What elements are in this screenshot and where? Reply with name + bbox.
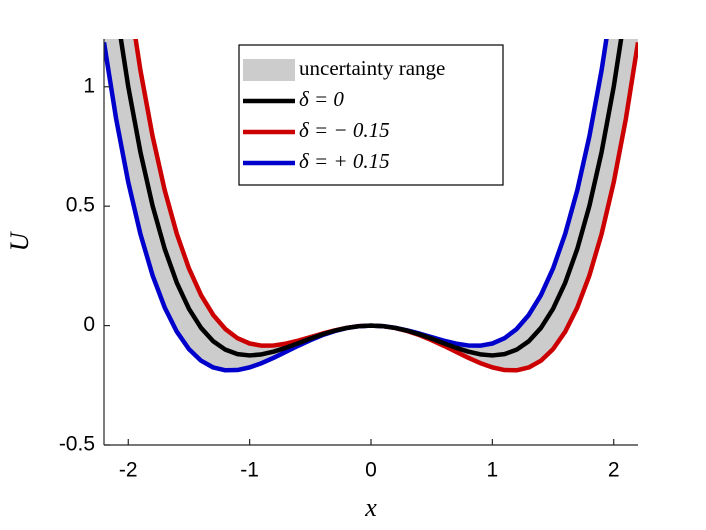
legend: uncertainty range δ = 0 δ = − 0.15 δ = + 0.…	[238, 44, 504, 186]
legend-swatch	[243, 59, 295, 81]
x-tick-label: 1	[487, 459, 499, 482]
legend-label: δ = 0	[299, 87, 344, 111]
x-tick-label: -2	[119, 459, 138, 482]
y-tick-label: -0.5	[59, 433, 95, 456]
series-line	[118, 39, 624, 358]
plot-area	[104, 39, 638, 373]
legend-label: uncertainty range	[299, 56, 445, 80]
x-tick-label: -1	[240, 459, 259, 482]
y-tick-label: 0	[83, 313, 95, 336]
x-tick-label: 0	[365, 459, 377, 482]
y-tick-label: 0.5	[66, 194, 95, 217]
legend-label: δ = − 0.15	[299, 118, 390, 142]
x-tick-label: 2	[608, 459, 620, 482]
legend-label: δ = + 0.15	[299, 149, 390, 173]
axes: -2 -1 0 1 2 -0.5 0 0.5 1	[59, 39, 638, 482]
y-tick-label: 1	[83, 74, 95, 97]
x-axis-label: x	[364, 493, 377, 522]
y-axis-label: U	[5, 230, 34, 251]
